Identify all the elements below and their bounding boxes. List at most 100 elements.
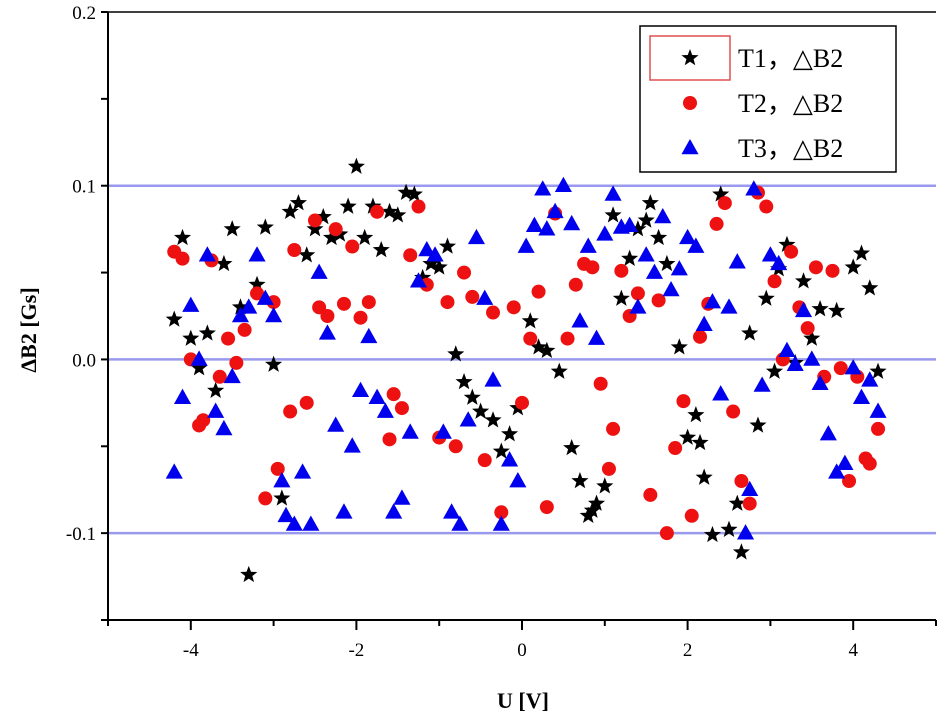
T3-point [778,341,796,358]
T1-point [852,244,871,261]
T2-point [693,329,708,344]
T2-point [842,474,857,489]
T1-point [273,489,291,506]
T3-point [501,451,519,467]
axis-ticks [101,11,937,630]
T2-point [709,216,724,231]
T3-point [277,506,295,523]
T2-point [386,387,401,402]
T3-point [302,515,320,531]
y-tick-label: -0.1 [66,524,96,545]
T2-point [328,222,343,237]
T2-point [676,394,691,409]
T1-point [447,345,465,362]
T2-point [258,491,273,506]
T2-point [229,355,244,370]
T2-point [270,461,285,476]
T1-point [215,254,233,272]
T3-point [770,254,788,271]
T3-point [343,437,361,453]
T1-point [472,402,490,419]
T3-point [844,359,862,375]
T3-point [240,298,258,314]
legend-highlight [649,35,731,81]
T1-point [207,381,225,398]
T3-point [285,515,303,531]
x-tick-label: -2 [348,640,364,661]
T3-point [811,374,829,391]
T2-point [784,244,799,259]
T1-point [530,338,548,355]
T3-point [728,253,746,269]
T1-point [223,220,241,237]
T1-point [687,406,705,423]
T1-point [265,355,283,372]
T3-point [546,202,564,219]
legend-marker-triangle [681,139,699,155]
T1-point [604,206,622,223]
T3-point [525,216,543,232]
T3-point [335,503,353,519]
T1-point [492,442,510,459]
T1-point [703,525,721,543]
T2-point [287,242,302,257]
T2-point [361,295,376,310]
T1-point [389,206,407,223]
T1-point [612,289,630,306]
T2-point [767,274,782,289]
T3-point [443,503,461,519]
T1-point [463,388,481,405]
T1-point [356,228,374,246]
T3-point [517,237,535,253]
T1-point [728,494,746,511]
y-axis-title: ΔB2 [Gs] [16,287,41,372]
T1-point [455,373,473,390]
T3-point [385,503,403,519]
T1-point [641,194,659,211]
T3-point [509,472,527,488]
T3-point [173,388,192,404]
series-star [165,157,887,583]
T1-point [720,520,738,537]
T2-point [299,395,314,410]
T2-point [560,331,575,346]
y-tick-label: 0.2 [72,3,96,24]
T2-point [312,300,327,315]
T2-point [651,293,666,308]
reference-lines [108,184,936,535]
T2-point [825,263,840,278]
T2-point [506,300,521,315]
T3-point [351,381,370,397]
T1-point [828,301,846,319]
T2-point [320,309,335,323]
T3-point [409,272,428,288]
T1-point [422,254,440,272]
T2-point [494,505,509,520]
T2-point [237,322,252,337]
T2-point [742,496,757,511]
T1-point [679,428,697,445]
T3-point [401,423,419,439]
T3-point [869,402,887,418]
T3-point [637,246,655,262]
T1-point [198,324,216,341]
T3-point [852,388,871,404]
T3-point [318,324,336,340]
T1-point [484,411,502,428]
legend: T1，△B2 T2，△B2 T3，△B2 [639,25,897,173]
T1-point [811,300,829,317]
T1-point [323,228,341,246]
T3-point [662,280,680,297]
T3-point [670,260,688,276]
T2-point [862,456,877,471]
T3-point [223,367,241,384]
T3-point [604,185,622,201]
T3-point [803,350,821,366]
T2-point [568,277,583,292]
T1-point [380,202,399,220]
x-tick-label: 0 [517,640,527,661]
T2-point [196,413,211,428]
data-markers [165,157,887,583]
T3-point [165,463,183,479]
T3-point [310,263,328,279]
